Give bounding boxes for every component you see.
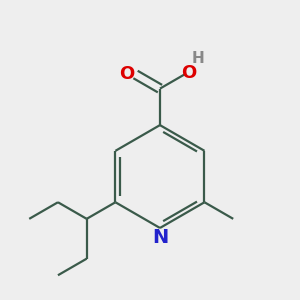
Text: H: H (192, 51, 205, 66)
Text: O: O (120, 65, 135, 83)
Text: O: O (181, 64, 196, 82)
Text: N: N (152, 228, 168, 247)
